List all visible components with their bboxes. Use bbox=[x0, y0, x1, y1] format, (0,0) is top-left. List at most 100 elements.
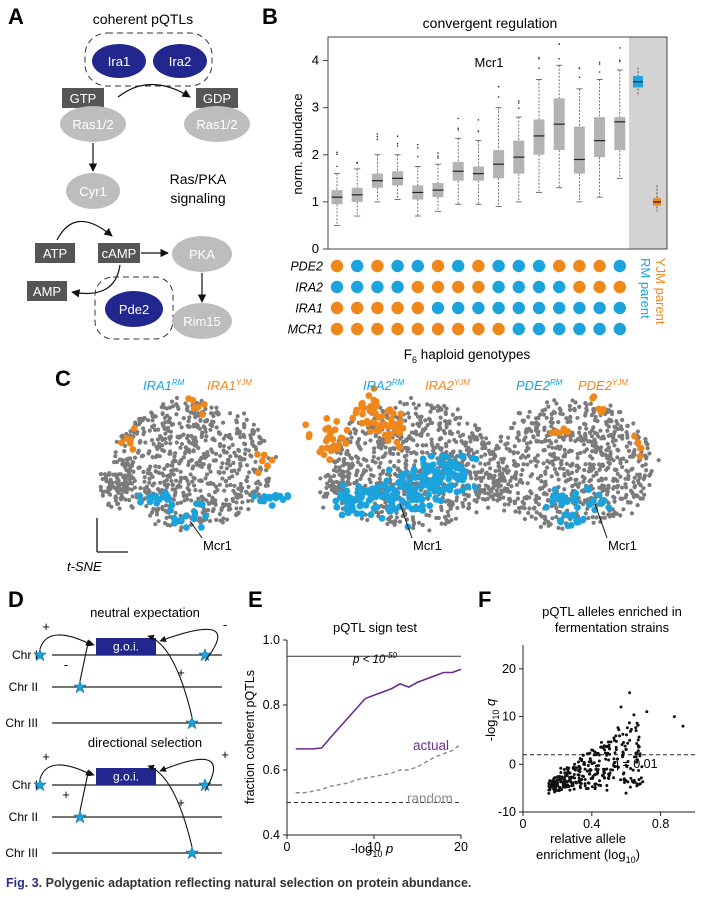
tsne-point bbox=[631, 480, 636, 485]
tsne-point bbox=[570, 470, 575, 475]
tsne-point bbox=[149, 438, 155, 443]
f-point bbox=[592, 761, 596, 765]
tsne-point bbox=[494, 488, 499, 493]
tsne-point bbox=[620, 417, 625, 423]
tsne-point bbox=[473, 476, 479, 481]
tsne-point-yjm bbox=[349, 414, 357, 422]
tsne-point bbox=[612, 495, 617, 500]
tsne-point bbox=[379, 509, 384, 514]
tsne-point bbox=[175, 434, 180, 439]
tsne-point bbox=[124, 431, 129, 437]
tsne-point bbox=[625, 423, 630, 428]
panel-a-title: coherent pQTLs bbox=[93, 11, 193, 27]
tsne-point bbox=[174, 412, 179, 417]
gene-of-interest-box bbox=[96, 768, 156, 785]
tsne-point bbox=[187, 415, 192, 420]
tsne-point bbox=[214, 425, 219, 430]
tsne-point-yjm bbox=[333, 418, 341, 425]
f-point bbox=[585, 752, 589, 756]
tsne-point-yjm bbox=[194, 403, 202, 411]
qtl-star-icon bbox=[198, 778, 212, 791]
tsne-point bbox=[501, 478, 506, 483]
tsne-point bbox=[402, 445, 408, 451]
tsne-point bbox=[577, 404, 582, 409]
tsne-rm-label: IRA1RM bbox=[143, 378, 185, 393]
tsne-point bbox=[236, 447, 241, 452]
tsne-point bbox=[643, 436, 648, 442]
b-ytick-label: 4 bbox=[312, 53, 319, 68]
tsne-point-rm bbox=[378, 493, 386, 501]
tsne-point-rm bbox=[444, 453, 451, 461]
tsne-point bbox=[163, 431, 168, 436]
tsne-point bbox=[336, 457, 342, 462]
f-point bbox=[622, 778, 626, 782]
tsne-point bbox=[466, 461, 471, 466]
f-point bbox=[593, 750, 597, 754]
tsne-point bbox=[520, 467, 525, 473]
tsne-point bbox=[498, 439, 503, 444]
tsne-point bbox=[108, 477, 113, 482]
tsne-point bbox=[420, 522, 425, 528]
f-point bbox=[609, 740, 613, 744]
genotype-dot bbox=[593, 280, 606, 294]
tsne-point bbox=[481, 475, 486, 480]
tsne-point bbox=[647, 451, 652, 456]
tsne-point bbox=[554, 401, 559, 406]
genotype-dot bbox=[532, 322, 546, 336]
f-point bbox=[578, 765, 582, 769]
tsne-point bbox=[542, 425, 547, 430]
tsne-point bbox=[235, 495, 240, 500]
f-point bbox=[571, 775, 575, 779]
tsne-point bbox=[404, 458, 409, 463]
tsne-point bbox=[472, 498, 477, 503]
tsne-point bbox=[113, 450, 118, 455]
tsne-point-yjm bbox=[260, 451, 268, 459]
tsne-point bbox=[598, 428, 603, 433]
tsne-point bbox=[238, 493, 243, 498]
genotype-dot bbox=[330, 301, 344, 315]
tsne-point bbox=[130, 494, 135, 499]
tsne-point-yjm bbox=[200, 401, 208, 408]
tsne-point bbox=[153, 522, 158, 527]
tsne-point bbox=[247, 470, 252, 475]
tsne-point bbox=[486, 505, 491, 510]
tsne-point bbox=[520, 453, 525, 458]
tsne-point bbox=[512, 421, 517, 426]
tsne-point-rm bbox=[347, 502, 355, 510]
tsne-point bbox=[107, 492, 113, 497]
tsne-point bbox=[474, 510, 479, 515]
tsne-point-rm bbox=[168, 501, 176, 509]
tsne-point bbox=[246, 484, 251, 489]
tsne-point bbox=[186, 418, 191, 424]
tsne-yjm-gene: IRA2 bbox=[425, 378, 455, 393]
tsne-point bbox=[162, 466, 167, 471]
panel-d-letter: D bbox=[8, 587, 24, 612]
qtl-star-icon bbox=[73, 680, 87, 693]
tsne-point bbox=[219, 465, 224, 470]
tsne-point bbox=[475, 428, 480, 433]
tsne-point bbox=[188, 472, 193, 477]
tsne-point bbox=[170, 404, 176, 409]
tsne-point bbox=[491, 481, 496, 486]
tsne-point bbox=[142, 489, 148, 494]
tsne-point bbox=[505, 441, 510, 446]
panel-f-title-line1: pQTL alleles enriched in bbox=[542, 604, 682, 619]
tsne-point bbox=[535, 432, 541, 437]
tsne-point bbox=[486, 461, 491, 466]
tsne-point bbox=[620, 464, 625, 470]
tsne-point bbox=[602, 515, 607, 520]
f-point bbox=[595, 772, 599, 776]
tsne-point bbox=[113, 495, 118, 501]
tsne-point bbox=[645, 442, 650, 447]
tsne-point bbox=[148, 464, 153, 469]
tsne-point bbox=[194, 460, 199, 466]
tsne-point bbox=[599, 451, 604, 457]
tsne-point bbox=[149, 510, 155, 515]
gdp-node bbox=[196, 88, 238, 108]
tsne-point bbox=[572, 406, 577, 412]
tsne-point bbox=[618, 461, 623, 466]
tsne-point bbox=[435, 408, 441, 413]
f-point bbox=[616, 726, 620, 730]
tsne-point bbox=[338, 451, 343, 456]
tsne-point bbox=[553, 455, 558, 461]
